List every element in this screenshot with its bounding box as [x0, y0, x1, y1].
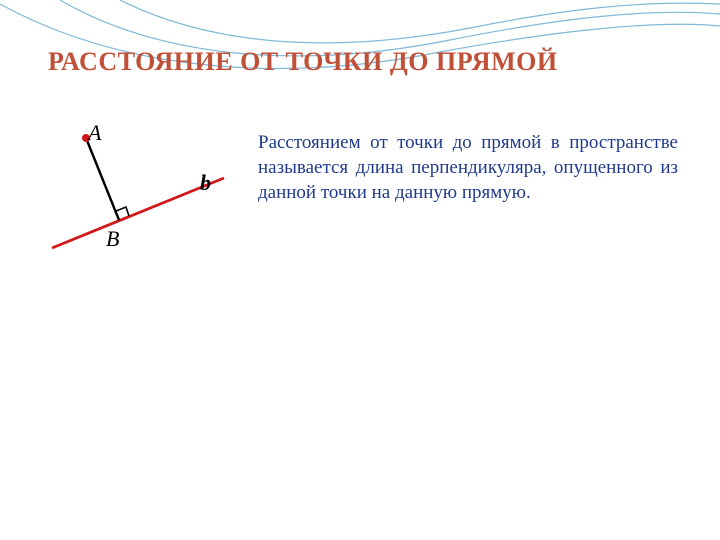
line-b — [52, 178, 224, 248]
definition-text: Расстоянием от точки до прямой в простра… — [258, 130, 678, 205]
label-a: A — [88, 120, 101, 146]
label-b-point: B — [106, 226, 119, 252]
page-title: РАССТОЯНИЕ ОТ ТОЧКИ ДО ПРЯМОЙ — [48, 48, 678, 77]
geometry-diagram: A b B — [48, 118, 228, 268]
segment-ab — [86, 138, 119, 220]
swirl-line — [120, 0, 720, 43]
label-b-line: b — [200, 170, 211, 196]
